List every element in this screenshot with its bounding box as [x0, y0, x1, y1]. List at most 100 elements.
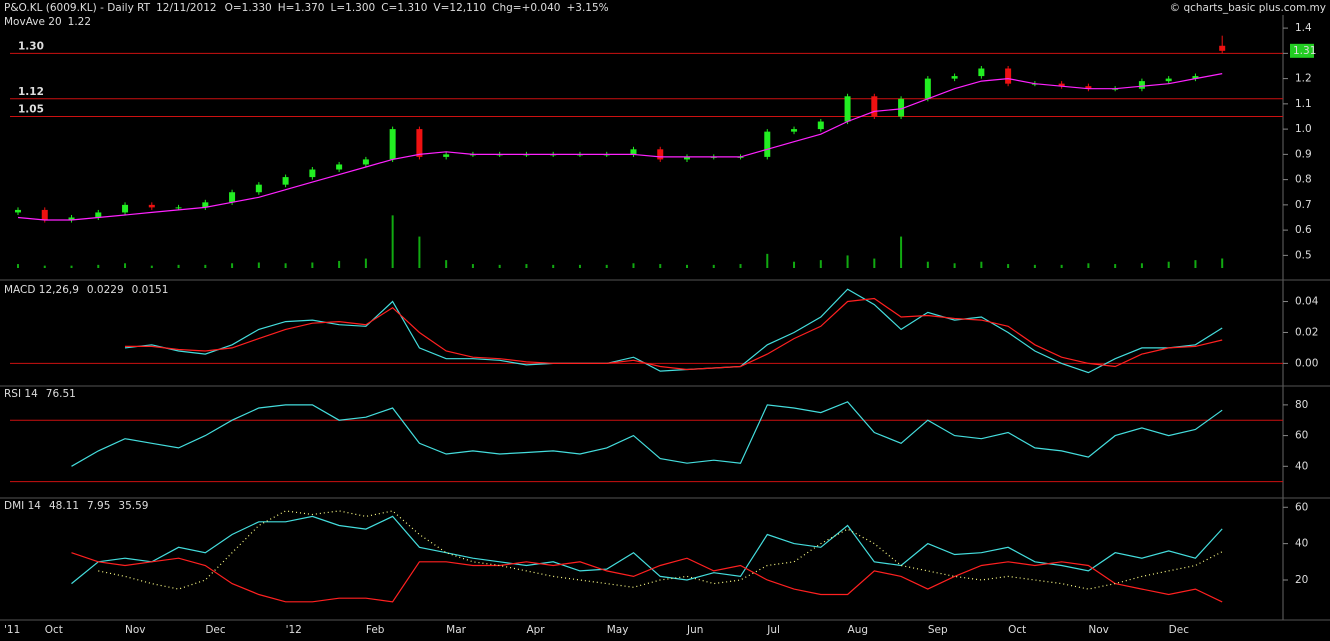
y-tick-label: 60	[1295, 501, 1308, 513]
candle-body	[817, 121, 824, 130]
volume-bar	[177, 264, 180, 268]
volume-bar	[1087, 263, 1090, 268]
volume-bar	[445, 260, 448, 268]
y-tick-label: 20	[1295, 574, 1308, 586]
volume-bar	[498, 264, 501, 268]
candle-body	[791, 129, 798, 132]
volume-bar	[552, 264, 555, 268]
x-tick-label: Dec	[205, 624, 226, 636]
candle-body	[255, 184, 262, 193]
quote-item: Chg=+0.040	[492, 2, 560, 14]
candle-body	[15, 209, 21, 213]
series-line	[124, 288, 1223, 374]
volume-bar	[873, 258, 876, 268]
volume-bar	[338, 260, 341, 268]
y-tick-label: 60	[1295, 430, 1308, 442]
volume-bar	[1033, 264, 1036, 268]
series-line	[125, 297, 1223, 371]
y-tick-label: 0.00	[1295, 357, 1318, 369]
x-tick-label: Dec	[1169, 624, 1190, 636]
legend-name: MovAve 20	[4, 16, 62, 28]
x-tick-label: Aug	[848, 624, 869, 636]
y-tick-label: 0.9	[1295, 148, 1312, 160]
x-tick-label: May	[607, 624, 629, 636]
volume-bar	[97, 264, 100, 268]
x-tick-label: Jun	[686, 624, 703, 636]
level-label: 1.12	[18, 86, 44, 98]
candle-body	[764, 131, 771, 157]
y-tick-label: 0.7	[1295, 199, 1312, 211]
volume-bar	[605, 264, 608, 268]
x-tick-label: '11	[4, 624, 20, 636]
quote-item: C=1.310	[381, 2, 427, 14]
quote-item: V=12,110	[433, 2, 486, 14]
y-tick-label: 40	[1295, 460, 1308, 472]
volume-bar	[311, 262, 314, 268]
volume-bar	[284, 263, 287, 268]
volume-bar	[819, 260, 822, 268]
candle-body	[443, 154, 450, 157]
candle-body	[924, 78, 931, 99]
y-tick-label: 0.5	[1295, 249, 1312, 261]
volume-bar	[793, 261, 796, 268]
candle-body	[148, 204, 155, 208]
series-line	[71, 401, 1223, 467]
candle-body	[229, 192, 236, 203]
candle-body	[95, 212, 102, 218]
volume-bar	[1140, 263, 1143, 268]
candle-body	[41, 209, 48, 221]
x-tick-label: Apr	[526, 624, 545, 636]
volume-bar	[1167, 261, 1170, 268]
x-tick-label: Sep	[928, 624, 948, 636]
copyright: © qcharts_basic plus.com.my	[1170, 2, 1326, 14]
candle-body	[202, 202, 209, 208]
y-tick-label: 1.1	[1295, 98, 1312, 110]
candle-body	[1165, 78, 1172, 82]
x-tick-label: Jul	[766, 624, 780, 636]
volume-bar	[659, 264, 662, 268]
legend-value: 0.0229	[87, 284, 124, 296]
volume-bar	[1221, 258, 1224, 268]
quote-item: H=1.370	[278, 2, 325, 14]
y-tick-label: 1.4	[1295, 22, 1312, 34]
candle-body	[175, 207, 182, 209]
candle-body	[1058, 83, 1065, 87]
x-tick-label: Feb	[366, 624, 385, 636]
volume-bar	[391, 215, 394, 268]
candle-body	[336, 164, 343, 170]
volume-bar	[471, 264, 474, 268]
legend-value: 35.59	[118, 500, 148, 512]
candle-body	[416, 129, 423, 157]
series-line	[71, 552, 1223, 603]
volume-bar	[525, 264, 528, 268]
legend-value: 7.95	[87, 500, 110, 512]
legend-value: 48.11	[49, 500, 79, 512]
volume-bar	[739, 264, 742, 268]
volume-bar	[846, 255, 849, 268]
volume-bar	[1114, 264, 1117, 268]
price-tag-label: 1.31	[1293, 45, 1316, 57]
quote-item: O=1.330	[225, 2, 272, 14]
x-tick-label: Mar	[446, 624, 466, 636]
y-tick-label: 0.6	[1295, 224, 1312, 236]
candle-body	[282, 177, 289, 185]
series-line	[17, 73, 1223, 221]
candle-body	[657, 149, 664, 160]
candle-body	[978, 68, 985, 77]
candle-body	[122, 204, 129, 213]
volume-bar	[418, 236, 421, 268]
volume-bar	[204, 264, 207, 268]
quote-item: L=1.300	[331, 2, 376, 14]
header-title: P&O.KL (6009.KL) - Daily RT	[4, 2, 151, 14]
y-tick-label: 40	[1295, 538, 1308, 550]
candle-body	[1219, 45, 1226, 51]
y-tick-label: 80	[1295, 399, 1308, 411]
y-tick-label: 0.04	[1295, 296, 1319, 308]
candle-body	[389, 129, 396, 160]
volume-bar	[926, 261, 929, 268]
candle-body	[1138, 81, 1145, 89]
quote-item: +3.15%	[566, 2, 608, 14]
x-tick-label: Oct	[1008, 624, 1026, 636]
candle-body	[951, 76, 958, 79]
volume-bar	[578, 264, 581, 268]
